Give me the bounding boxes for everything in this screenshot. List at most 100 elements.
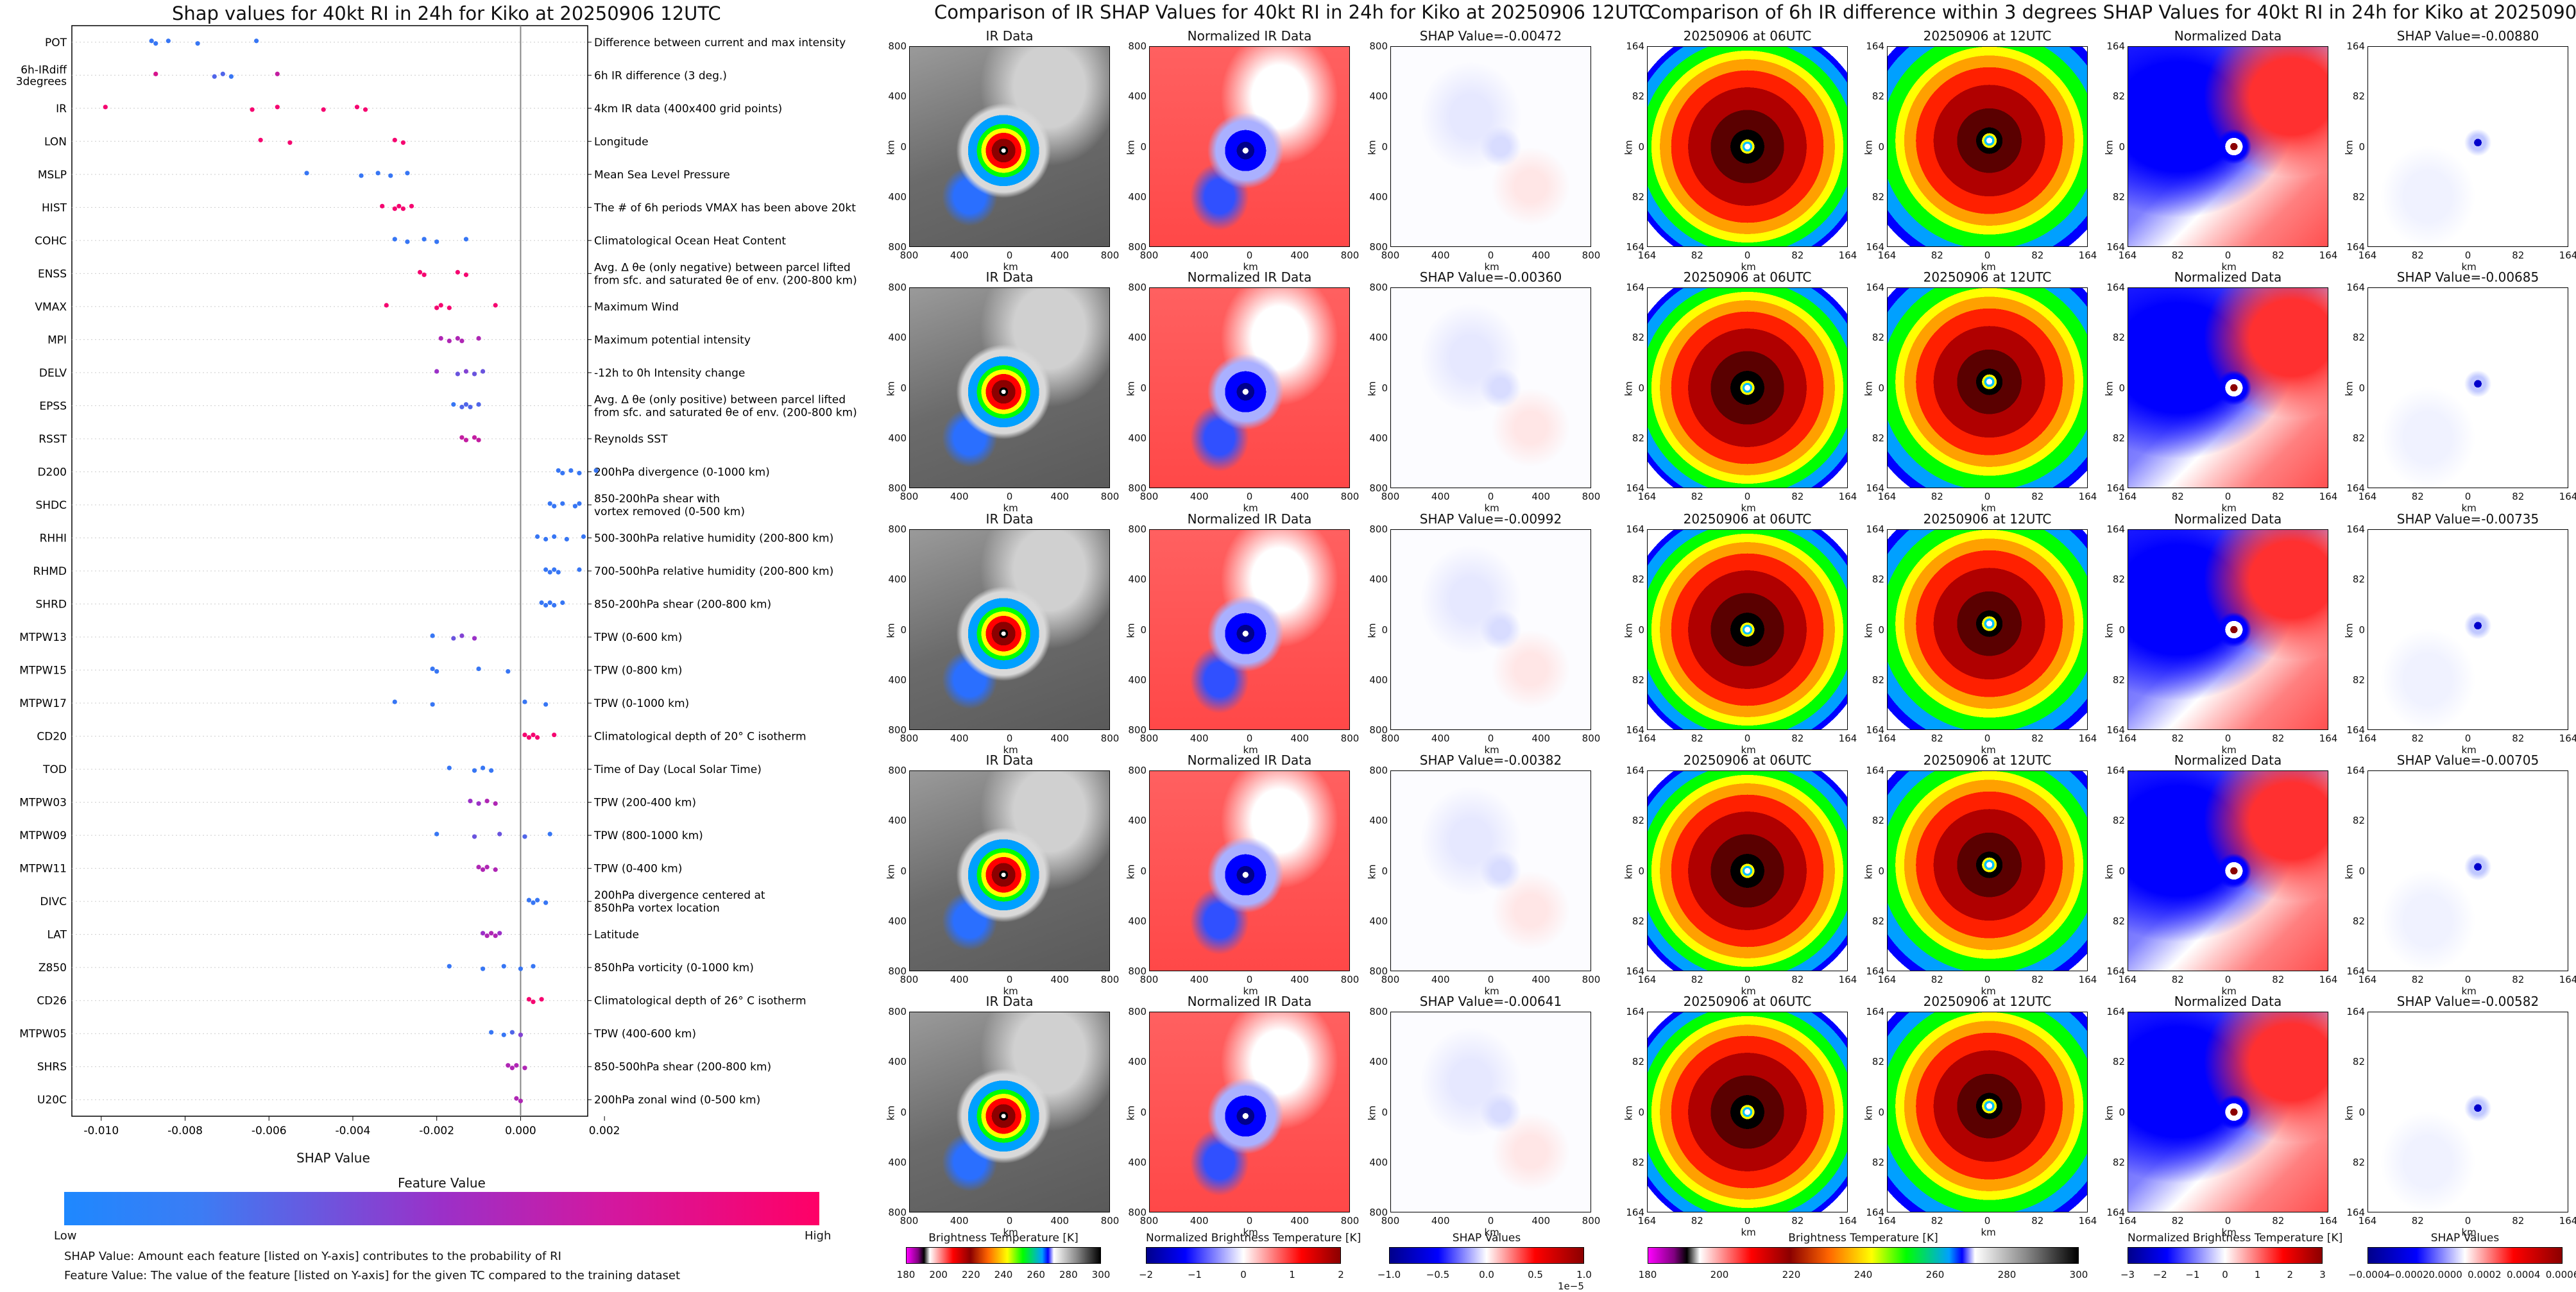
y-tick-label: 82 [1872, 1056, 1884, 1068]
shap-point [463, 402, 469, 407]
x-tick-label: 0 [1984, 974, 1991, 985]
shap-point [552, 504, 557, 509]
feature-description: 6h IR difference (3 deg.) [594, 69, 727, 82]
feature-description: Climatological depth of 20° C isotherm [594, 731, 806, 744]
x-tick-label: 82 [2171, 974, 2184, 985]
y-tick-label: 164 [1866, 1207, 1884, 1218]
y-tick-label: 82 [2112, 815, 2125, 827]
feature-description: TPW (200-400 km) [593, 797, 696, 810]
satellite-image-panel [909, 287, 1110, 488]
feature-description: TPW (0-1000 km) [593, 697, 689, 710]
ir-bt-colorbar-ticks: 180 200 220 240 260 280 300 [897, 1269, 1111, 1282]
irdiff-bt-colorbar-ticks: 180 200 220 240 260 280 300 [1639, 1269, 2088, 1282]
y-tick-label: 164 [1626, 1006, 1644, 1017]
shap-point [552, 602, 557, 608]
y-tick-label: 82 [1872, 90, 1884, 103]
x-axis-label-km: km [1243, 1227, 1258, 1238]
x-tick-label: 164 [2358, 733, 2377, 744]
x-tick-label: 400 [1050, 250, 1070, 261]
x-tick-label: 0 [1487, 1215, 1494, 1227]
y-tick-label: 0 [2358, 140, 2365, 153]
irdiff-bt-colorbar-title: Brightness Temperature [K] [1788, 1232, 1938, 1245]
feature-description: Difference between current and max inten… [594, 37, 846, 49]
shap-point [149, 38, 154, 44]
x-axis-label-km: km [1981, 1227, 1996, 1238]
x-tick-label: -0.004 [336, 1125, 371, 1135]
y-tick-label: 800 [1128, 282, 1147, 293]
x-tick-label: 82 [1791, 733, 1804, 744]
x-tick-label: 400 [1531, 1215, 1551, 1227]
shap-point [472, 371, 477, 377]
colorbar-tick-label: 220 [1782, 1269, 1801, 1280]
shap-point [405, 171, 410, 176]
satellite-image-panel [1887, 770, 2088, 971]
x-tick-label: 800 [1582, 733, 1601, 744]
satellite-image-panel [1647, 770, 1848, 971]
satellite-image-panel [1149, 529, 1350, 730]
x-axis-label-km: km [1243, 744, 1258, 756]
feature-description: 850-200hPa shear with [594, 493, 720, 506]
x-tick-label: 164 [1637, 250, 1657, 261]
panel-title: SHAP Value=-0.00360 [1419, 269, 1562, 285]
feature-value-note: Feature Value: The value of the feature … [64, 1269, 681, 1282]
shap-point [166, 38, 171, 44]
feature-description: Avg. Δ θe (only positive) between parcel… [594, 393, 846, 406]
panel-title: IR Data [985, 511, 1034, 527]
shap-point [522, 1066, 527, 1071]
shap-point [534, 534, 540, 540]
y-tick-label: 164 [2346, 1207, 2365, 1218]
feature-name-label: MTPW13 [19, 631, 67, 644]
x-axis-label-km: km [2221, 261, 2237, 273]
shap-point [552, 732, 557, 738]
panel-title: Normalized IR Data [1187, 511, 1312, 527]
y-tick-label: 800 [888, 765, 907, 776]
y-tick-label: 800 [888, 523, 907, 535]
satellite-image-panel [2128, 529, 2328, 730]
y-tick-label: 0 [1140, 865, 1147, 877]
x-tick-label: 0 [1006, 733, 1013, 744]
shap-point [476, 666, 481, 672]
shap-point [493, 933, 498, 939]
satellite-image-panel [2128, 287, 2328, 488]
x-tick-label: 0 [1744, 974, 1751, 985]
shap-point [321, 107, 326, 112]
shap-point [153, 71, 158, 76]
panel-title: IR Data [985, 28, 1034, 44]
x-tick-label: 82 [2272, 250, 2285, 261]
y-tick-label: 400 [888, 915, 907, 927]
shap-point [552, 534, 557, 540]
x-tick-label: 800 [1100, 974, 1120, 985]
x-tick-label: 0 [2224, 491, 2231, 502]
shap-point [560, 501, 565, 506]
colorbar-high-label: High [805, 1229, 832, 1243]
x-tick-label: 400 [950, 733, 969, 744]
x-axis-label-km: km [1003, 1227, 1018, 1238]
x-tick-label: 164 [2319, 1215, 2338, 1227]
ir-bt-colorbar-title: Brightness Temperature [K] [928, 1232, 1079, 1245]
x-tick-label: 800 [900, 974, 919, 985]
y-tick-label: 82 [1872, 915, 1884, 927]
x-tick-label: 0 [2464, 250, 2471, 261]
x-axis-label-km: km [1243, 985, 1258, 997]
x-tick-label: 82 [2272, 1215, 2285, 1227]
y-tick-label: 164 [1866, 40, 1884, 52]
x-tick-label: 82 [2272, 974, 2285, 985]
x-tick-label: 800 [900, 1215, 919, 1227]
colorbar-tick-label: 220 [962, 1269, 980, 1280]
y-tick-label: 164 [2346, 724, 2365, 736]
satellite-image-panel [2367, 46, 2568, 247]
x-tick-label: 82 [2411, 1215, 2424, 1227]
y-tick-label: 400 [1128, 574, 1147, 586]
shap-point [518, 1032, 524, 1037]
panel-title: SHAP Value=-0.00641 [1419, 994, 1562, 1009]
x-tick-label: 82 [2512, 1215, 2525, 1227]
y-tick-label: 400 [1128, 915, 1147, 927]
colorbar-tick-label: 0.0 [1479, 1269, 1494, 1280]
shap-point [577, 501, 582, 506]
panel-title: 20250906 at 12UTC [1923, 28, 2052, 44]
colorbar-tick-label: 280 [1997, 1269, 2017, 1280]
y-tick-label: 164 [1626, 482, 1644, 494]
y-tick-label: 0 [1381, 382, 1388, 394]
x-tick-label: 0 [1984, 733, 1991, 744]
x-tick-label: 400 [1531, 491, 1551, 502]
